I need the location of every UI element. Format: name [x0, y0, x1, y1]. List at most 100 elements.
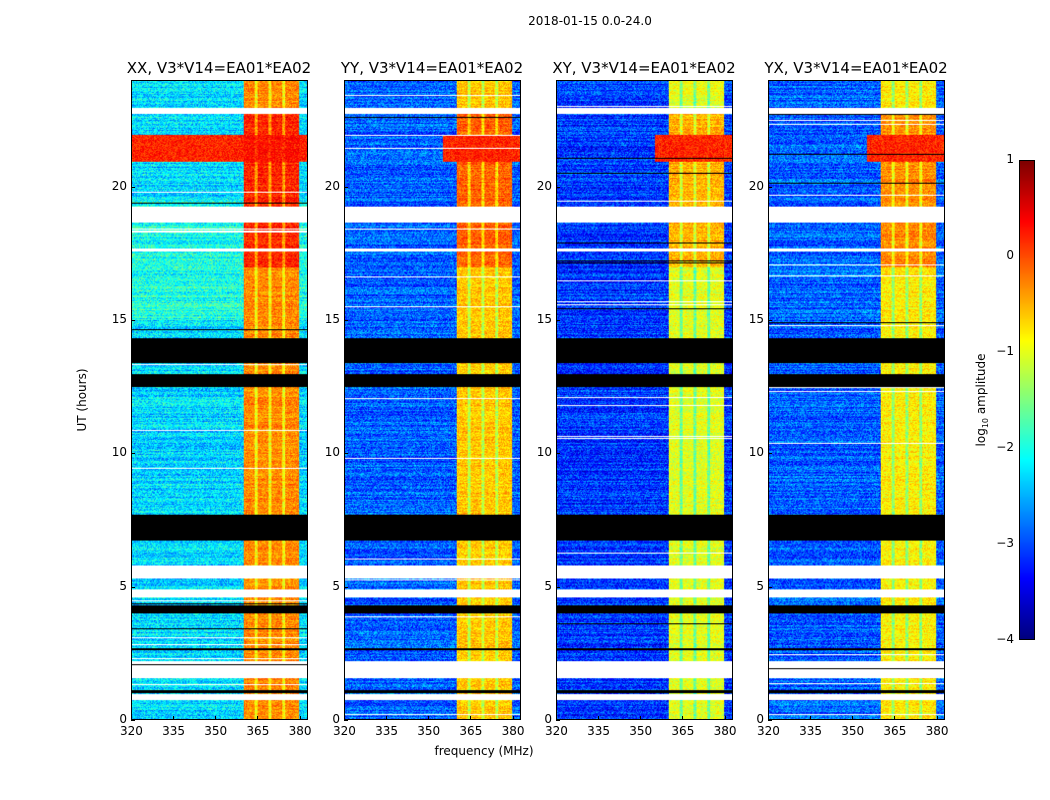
- y-tick-mark: [556, 186, 560, 188]
- x-tick-label: 335: [587, 724, 611, 738]
- x-tick-mark: [852, 716, 854, 720]
- spectrogram-panel: [556, 80, 733, 720]
- heatmap-image: [345, 81, 520, 719]
- x-tick-label: 365: [883, 724, 907, 738]
- y-tick-label: 20: [748, 178, 764, 193]
- x-tick-mark: [344, 716, 345, 720]
- y-tick-mark: [768, 453, 772, 455]
- x-tick-mark: [682, 716, 684, 720]
- x-tick-mark: [215, 716, 217, 720]
- x-tick-label: 365: [246, 724, 270, 738]
- y-tick-mark: [556, 720, 560, 721]
- y-tick-mark: [344, 186, 348, 188]
- figure-title: 2018-01-15 0.0-24.0: [528, 14, 652, 28]
- x-tick-label: 365: [671, 724, 695, 738]
- y-tick-mark: [768, 320, 772, 321]
- x-tick-label: 380: [713, 724, 737, 738]
- y-tick-mark: [556, 586, 560, 588]
- y-tick-mark: [768, 586, 772, 588]
- x-tick-mark: [428, 716, 430, 720]
- y-tick-mark: [344, 586, 348, 588]
- colorbar-tick-label: −2: [996, 440, 1014, 454]
- y-tick-label: 0: [119, 712, 127, 726]
- colorbar-tick-label: 0: [1006, 248, 1014, 262]
- x-tick-label: 350: [841, 724, 865, 738]
- panel-title: YX, V3*V14=EA01*EA02: [764, 59, 948, 77]
- x-tick-label: 380: [501, 724, 525, 738]
- y-tick-mark: [344, 453, 348, 455]
- x-tick-label: 320: [545, 724, 568, 738]
- x-tick-mark: [512, 716, 514, 720]
- colorbar: [1019, 160, 1035, 640]
- heatmap-image: [769, 81, 944, 719]
- y-tick-mark: [131, 186, 135, 188]
- x-tick-mark: [810, 716, 812, 720]
- heatmap-image: [557, 81, 732, 719]
- y-tick-label: 20: [324, 178, 340, 193]
- x-tick-mark: [173, 716, 175, 720]
- x-tick-mark: [556, 716, 557, 720]
- x-tick-mark: [386, 716, 388, 720]
- y-tick-label: 5: [544, 578, 552, 593]
- y-tick-label: 5: [119, 578, 127, 593]
- x-tick-mark: [768, 716, 769, 720]
- y-tick-mark: [556, 453, 560, 455]
- y-tick-label: 15: [748, 312, 764, 326]
- x-tick-label: 365: [459, 724, 483, 738]
- y-tick-label: 20: [536, 178, 552, 193]
- x-tick-mark: [470, 716, 472, 720]
- colorbar-tick-label: −3: [996, 536, 1014, 550]
- x-axis-label: frequency (MHz): [434, 744, 534, 758]
- y-tick-label: 10: [111, 445, 127, 460]
- y-tick-label: 5: [332, 578, 340, 593]
- y-tick-mark: [131, 453, 135, 455]
- spectrogram-panel: [131, 80, 308, 720]
- x-tick-label: 320: [120, 724, 143, 738]
- y-tick-label: 0: [756, 712, 764, 726]
- y-tick-mark: [131, 586, 135, 588]
- y-tick-label: 20: [111, 178, 127, 193]
- colorbar-tick-label: 1: [1006, 152, 1014, 166]
- y-tick-mark: [344, 720, 348, 721]
- y-tick-label: 0: [544, 712, 552, 726]
- y-axis-label: UT (hours): [75, 368, 89, 432]
- x-tick-mark: [131, 716, 132, 720]
- x-tick-mark: [299, 716, 301, 720]
- y-tick-label: 10: [748, 445, 764, 460]
- y-tick-label: 10: [536, 445, 552, 460]
- y-tick-mark: [131, 720, 135, 721]
- x-tick-label: 335: [162, 724, 186, 738]
- panel-title: XY, V3*V14=EA01*EA02: [552, 59, 736, 77]
- y-tick-label: 10: [324, 445, 340, 460]
- x-tick-label: 350: [629, 724, 653, 738]
- x-tick-label: 350: [204, 724, 228, 738]
- x-tick-mark: [724, 716, 726, 720]
- colorbar-tick-label: −1: [996, 344, 1014, 358]
- heatmap-image: [132, 81, 307, 719]
- panel-title: YY, V3*V14=EA01*EA02: [340, 59, 524, 77]
- x-tick-label: 335: [799, 724, 823, 738]
- y-tick-mark: [131, 320, 135, 321]
- y-tick-mark: [344, 320, 348, 321]
- x-tick-label: 335: [375, 724, 399, 738]
- panel-title: XX, V3*V14=EA01*EA02: [126, 59, 312, 77]
- x-tick-mark: [640, 716, 642, 720]
- x-tick-mark: [257, 716, 259, 720]
- x-tick-mark: [598, 716, 600, 720]
- x-tick-label: 380: [288, 724, 312, 738]
- colorbar-label: log10 amplitude: [973, 353, 991, 447]
- y-tick-mark: [768, 720, 772, 721]
- x-tick-label: 320: [757, 724, 780, 738]
- x-tick-label: 350: [417, 724, 441, 738]
- y-tick-label: 15: [536, 312, 552, 326]
- spectrogram-panel: [344, 80, 521, 720]
- x-tick-mark: [894, 716, 896, 720]
- y-tick-label: 0: [332, 712, 340, 726]
- spectrogram-panel: [768, 80, 945, 720]
- y-tick-label: 5: [756, 578, 764, 593]
- y-tick-label: 15: [111, 312, 127, 326]
- colorbar-tick-label: −4: [996, 632, 1014, 646]
- x-tick-label: 380: [925, 724, 949, 738]
- x-tick-mark: [936, 716, 938, 720]
